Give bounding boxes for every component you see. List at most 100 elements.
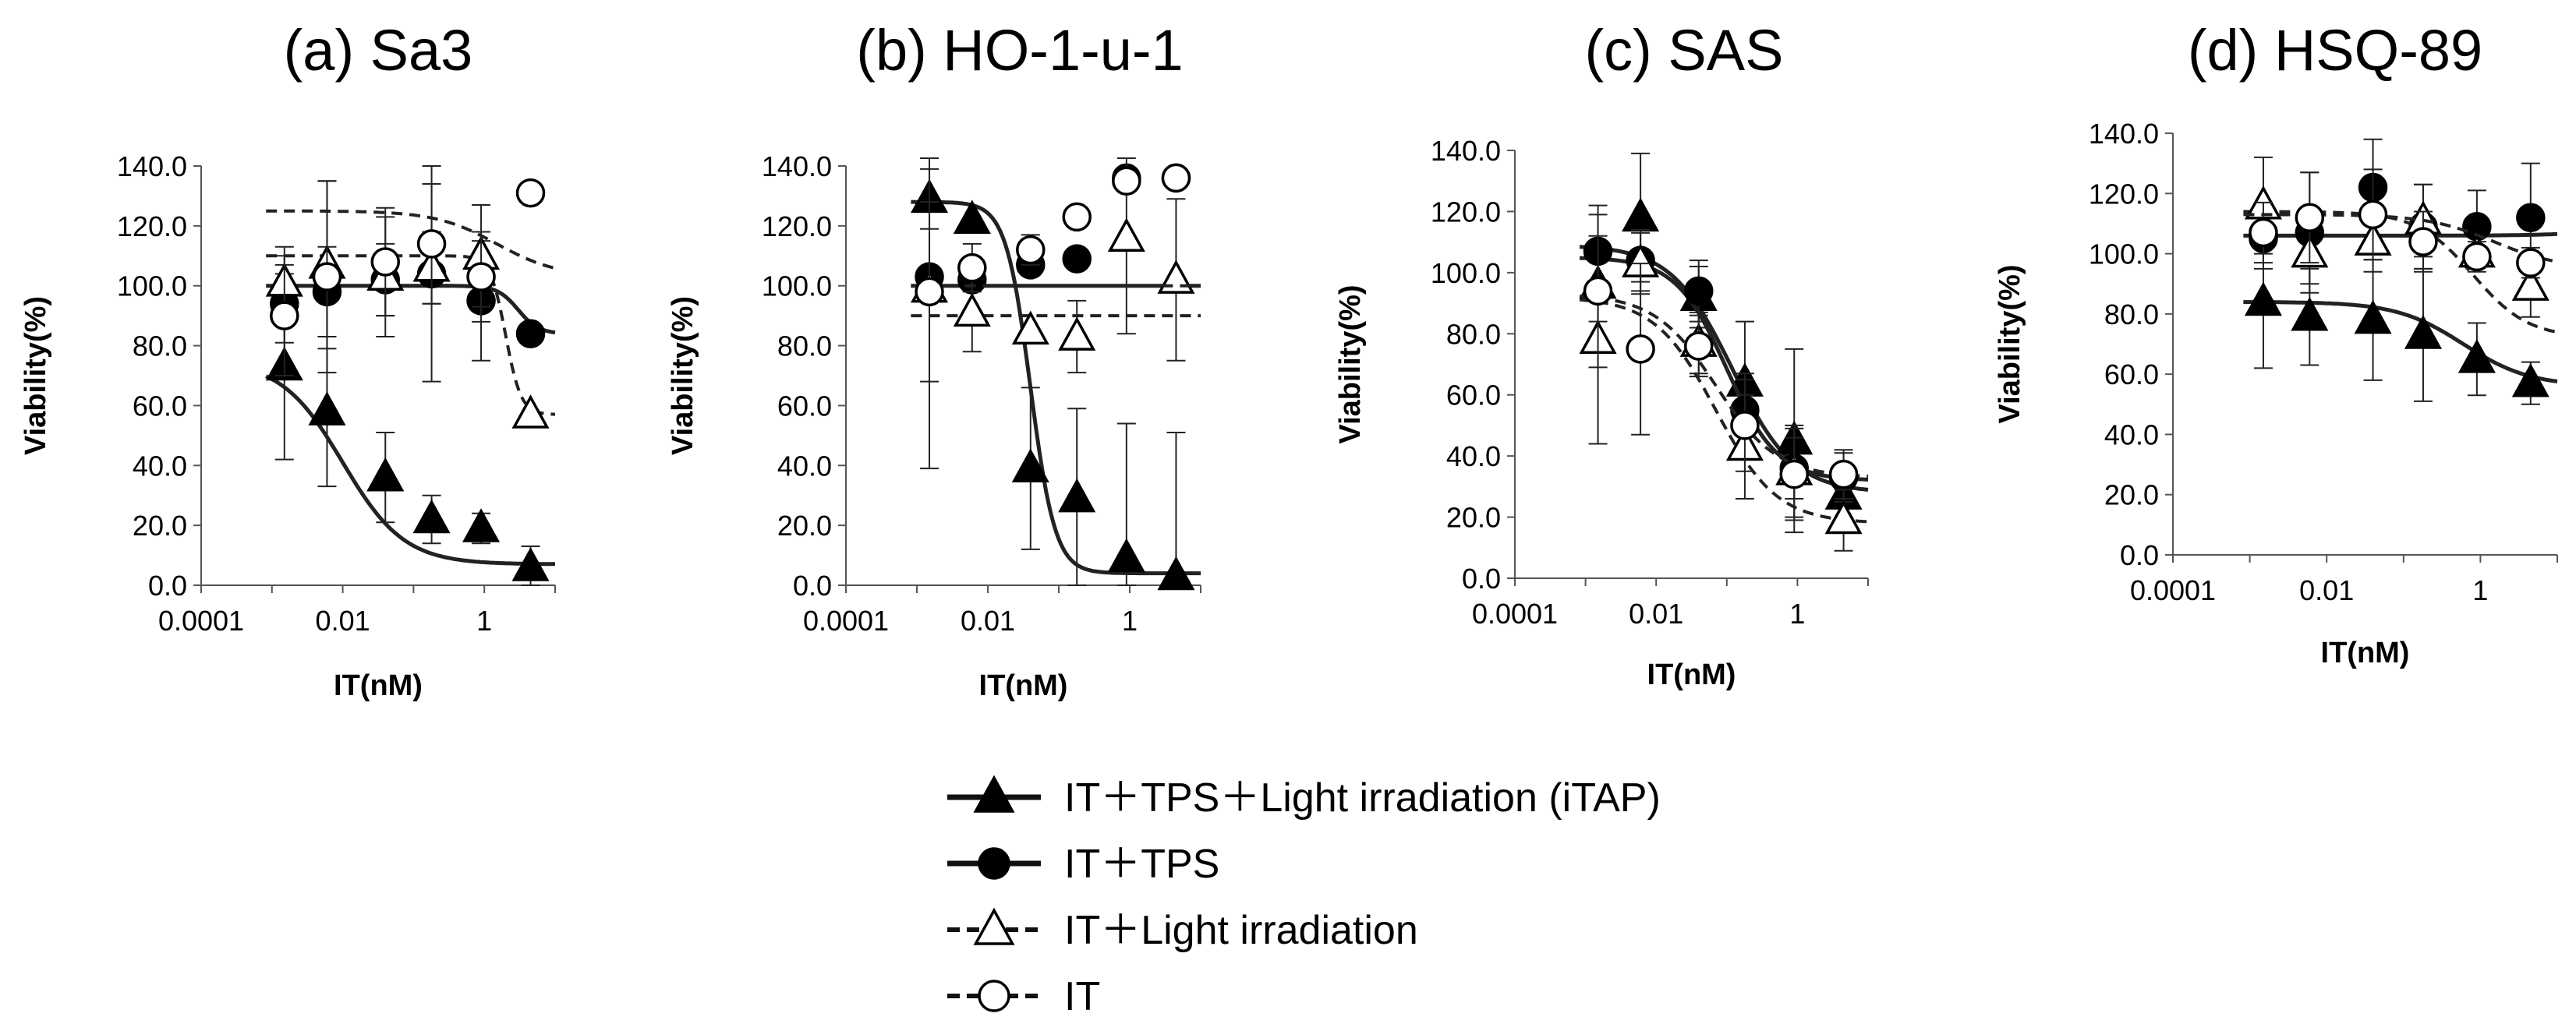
y-tick-label: 60.0 <box>777 390 832 422</box>
data-point <box>515 178 546 208</box>
y-tick-label: 60.0 <box>1446 380 1501 411</box>
fit-curve <box>2243 231 2558 238</box>
legend-item-4: IT <box>947 974 1100 1019</box>
series-4 <box>1579 214 1869 521</box>
y-tick-label: 20.0 <box>133 510 187 542</box>
y-tick-label: 0.0 <box>148 570 187 602</box>
y-tick-label: 20.0 <box>1446 502 1501 534</box>
fit-curve <box>1579 298 1869 524</box>
x-tick-label: 0.0001 <box>158 605 244 637</box>
y-tick-label: 80.0 <box>133 330 187 362</box>
data-point <box>2511 267 2549 301</box>
legend: IT＋TPS＋Light irradiation (iTAP) IT＋TPS IT＋… <box>947 775 1661 1019</box>
data-point <box>2408 227 2438 256</box>
x-axis-label: IT(nM) <box>979 669 1068 702</box>
data-point <box>957 252 987 283</box>
data-point <box>1824 500 1863 535</box>
data-point <box>1062 202 1092 232</box>
data-point <box>511 547 550 581</box>
panel-title: (d) HSQ-89 <box>2188 18 2482 83</box>
data-point <box>915 277 944 307</box>
x-tick-label: 0.01 <box>961 605 1015 637</box>
series-2 <box>2243 138 2558 294</box>
y-tick-label: 40.0 <box>1446 440 1501 472</box>
data-point <box>1157 556 1195 591</box>
y-tick-label: 60.0 <box>133 390 187 422</box>
y-tick-label: 140.0 <box>117 150 187 182</box>
data-point <box>366 457 405 492</box>
data-point <box>2516 248 2546 277</box>
y-tick-label: 40.0 <box>2104 418 2159 450</box>
data-point <box>2404 315 2443 349</box>
data-point <box>1011 448 1049 482</box>
y-tick-label: 100.0 <box>117 270 187 302</box>
data-point <box>370 247 401 277</box>
data-point <box>2358 200 2388 230</box>
legend-label: IT＋TPS＋Light irradiation (iTAP) <box>1064 775 1661 821</box>
legend-marker <box>973 907 1015 945</box>
y-tick-label: 100.0 <box>762 270 832 302</box>
fit-curve <box>2243 210 2558 334</box>
data-point <box>2249 217 2278 248</box>
data-point <box>416 229 447 259</box>
chart-panel-2: (b) HO-1-u-1 0.0 20.0 40.0 60.0 80.0 100.0 120.… <box>667 18 1201 702</box>
x-tick-label: 1 <box>476 605 492 637</box>
data-point <box>308 391 346 425</box>
data-point <box>1626 334 1655 364</box>
y-tick-label: 120.0 <box>117 210 187 242</box>
y-tick-label: 0.0 <box>793 570 832 602</box>
series-4 <box>2243 168 2558 279</box>
y-axis-label: Viability(%) <box>1994 264 2026 423</box>
data-point <box>2354 299 2392 334</box>
data-point <box>515 319 546 348</box>
chart-panel-1: (a) Sa3 0.0 20.0 40.0 60.0 80.0 100.0 120.0 140.… <box>19 18 556 702</box>
data-point <box>1112 166 1141 196</box>
fit-curve <box>266 284 556 335</box>
legend-marker <box>978 847 1010 880</box>
y-tick-label: 100.0 <box>1431 257 1501 289</box>
data-point <box>2516 203 2546 232</box>
data-point <box>1583 276 1613 306</box>
x-tick-label: 0.01 <box>1629 598 1683 630</box>
chart-panel-3: (c) SAS 0.0 20.0 40.0 60.0 80.0 100.0 120.0 140.… <box>1334 18 1869 691</box>
data-point <box>466 262 496 291</box>
data-point <box>2511 362 2549 397</box>
x-tick-label: 1 <box>1122 605 1138 637</box>
data-point <box>1683 331 1714 361</box>
panel-title: (c) SAS <box>1585 18 1784 83</box>
panel-title: (b) HO-1-u-1 <box>856 18 1183 83</box>
y-tick-label: 40.0 <box>777 450 832 482</box>
series-1 <box>265 273 555 586</box>
y-tick-label: 100.0 <box>2089 238 2159 270</box>
data-point <box>953 200 991 234</box>
series-2 <box>266 165 556 383</box>
legend-label: IT <box>1064 974 1100 1019</box>
series-3 <box>910 157 1201 470</box>
legend-item-1: IT＋TPS＋Light irradiation (iTAP) <box>947 775 1661 821</box>
fit-curve <box>2243 213 2558 263</box>
data-point <box>1828 459 1859 489</box>
y-axis-label: Viability(%) <box>19 296 52 455</box>
data-point <box>511 394 550 429</box>
data-point <box>1779 459 1810 489</box>
x-axis-label: IT(nM) <box>1647 659 1736 691</box>
y-tick-label: 140.0 <box>762 150 832 182</box>
y-tick-label: 20.0 <box>777 510 832 542</box>
y-tick-label: 0.0 <box>1462 563 1501 595</box>
fit-curve <box>265 374 555 567</box>
data-point <box>462 508 501 542</box>
legend-label: IT＋TPS <box>1064 842 1219 887</box>
y-axis-label: Viability(%) <box>667 296 699 455</box>
series-1 <box>910 168 1201 591</box>
fit-curve <box>266 254 556 416</box>
series-4 <box>266 178 556 376</box>
fit-curve <box>1580 256 1869 482</box>
series-2 <box>911 163 1201 295</box>
data-point <box>1011 310 1049 345</box>
panel-title: (a) Sa3 <box>284 18 473 83</box>
fit-curve <box>2243 300 2558 383</box>
x-tick-label: 0.0001 <box>1472 598 1558 630</box>
x-tick-label: 1 <box>2472 574 2488 606</box>
y-tick-label: 120.0 <box>2089 178 2159 210</box>
series-3 <box>1579 231 1869 552</box>
